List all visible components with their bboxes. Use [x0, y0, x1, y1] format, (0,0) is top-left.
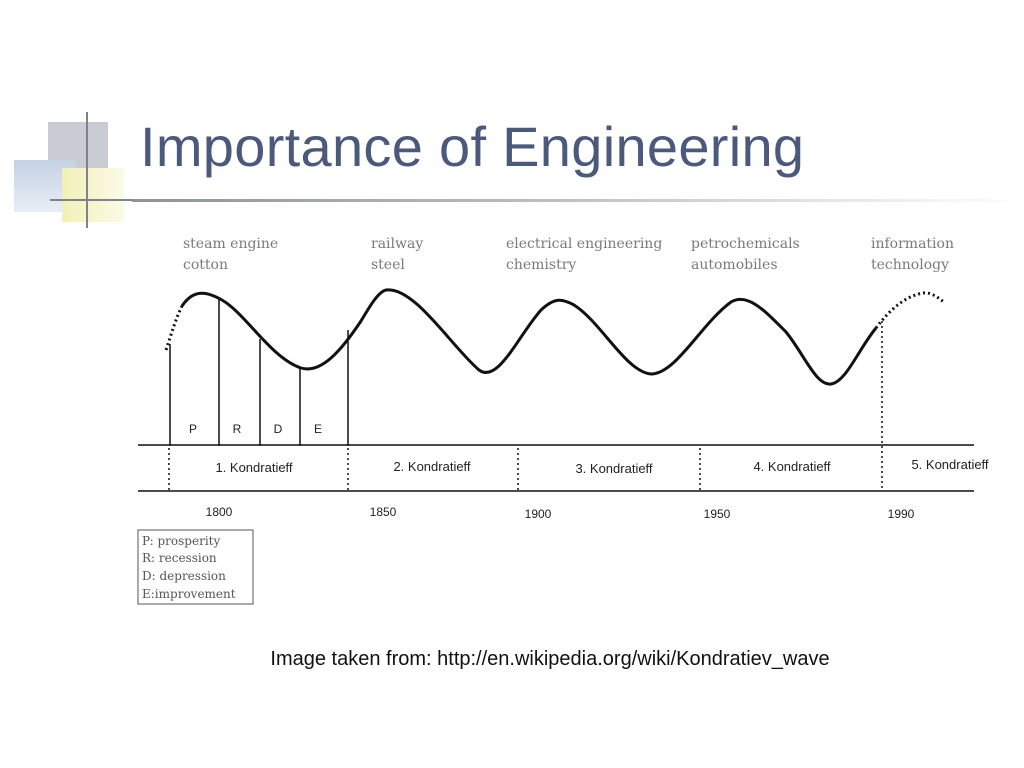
- tech-label-5b: technology: [871, 257, 949, 273]
- tech-label-5a: information: [871, 236, 954, 252]
- year-1800: 1800: [206, 505, 233, 519]
- decor-vertical-line: [86, 112, 88, 228]
- wave-name-4: 4. Kondratieff: [753, 459, 830, 474]
- decor-yellow-square: [62, 168, 124, 222]
- wave-curve: [180, 288, 878, 386]
- tech-label-3b: chemistry: [506, 257, 576, 273]
- legend-item-d: D: depression: [142, 569, 226, 583]
- year-1900: 1900: [525, 507, 552, 521]
- wave-name-3: 3. Kondratieff: [575, 461, 652, 476]
- tech-label-2a: railway: [371, 236, 423, 252]
- legend-item-e: E:improvement: [142, 587, 236, 601]
- wave-name-5: 5. Kondratieff: [911, 457, 988, 472]
- tech-label-1b: cotton: [183, 257, 228, 273]
- tech-label-4a: petrochemicals: [691, 236, 800, 252]
- phase-p: P: [189, 422, 197, 436]
- slide-title: Importance of Engineering: [140, 115, 805, 178]
- year-1950: 1950: [704, 507, 731, 521]
- year-1850: 1850: [370, 505, 397, 519]
- tech-label-3a: electrical engineering: [506, 236, 662, 252]
- legend-item-p: P: prosperity: [142, 534, 220, 548]
- phase-r: R: [233, 422, 242, 436]
- wave-name-2: 2. Kondratieff: [393, 459, 470, 474]
- diagram-svg: steam engine cotton railway steel electr…: [137, 236, 989, 605]
- tech-label-4b: automobiles: [691, 257, 778, 273]
- year-1990: 1990: [888, 507, 915, 521]
- tech-label-1a: steam engine: [183, 236, 278, 252]
- wave-lead-in: [164, 305, 184, 351]
- tech-label-2b: steel: [371, 257, 405, 273]
- legend-box: [137, 529, 254, 605]
- phase-d: D: [274, 422, 283, 436]
- decor-horizontal-line: [50, 199, 136, 201]
- wave-continuation: [874, 291, 945, 329]
- legend-item-r: R: recession: [142, 551, 217, 565]
- wave-name-1: 1. Kondratieff: [215, 460, 292, 475]
- kondratiev-wave-diagram: steam engine cotton railway steel electr…: [136, 226, 1006, 616]
- image-source-caption: Image taken from: http://en.wikipedia.or…: [270, 648, 830, 670]
- phase-e: E: [314, 422, 322, 436]
- title-underline: [132, 199, 1024, 202]
